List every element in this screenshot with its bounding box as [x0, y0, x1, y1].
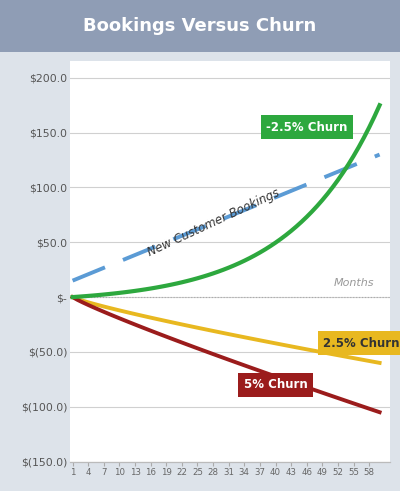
Text: Bookings Versus Churn: Bookings Versus Churn — [83, 17, 317, 35]
Text: -2.5% Churn: -2.5% Churn — [266, 121, 348, 134]
Text: 5% Churn: 5% Churn — [244, 378, 308, 391]
Text: New Customer Bookings: New Customer Bookings — [145, 186, 281, 259]
Text: 2.5% Churn: 2.5% Churn — [323, 337, 400, 350]
Text: Months: Months — [334, 278, 374, 288]
